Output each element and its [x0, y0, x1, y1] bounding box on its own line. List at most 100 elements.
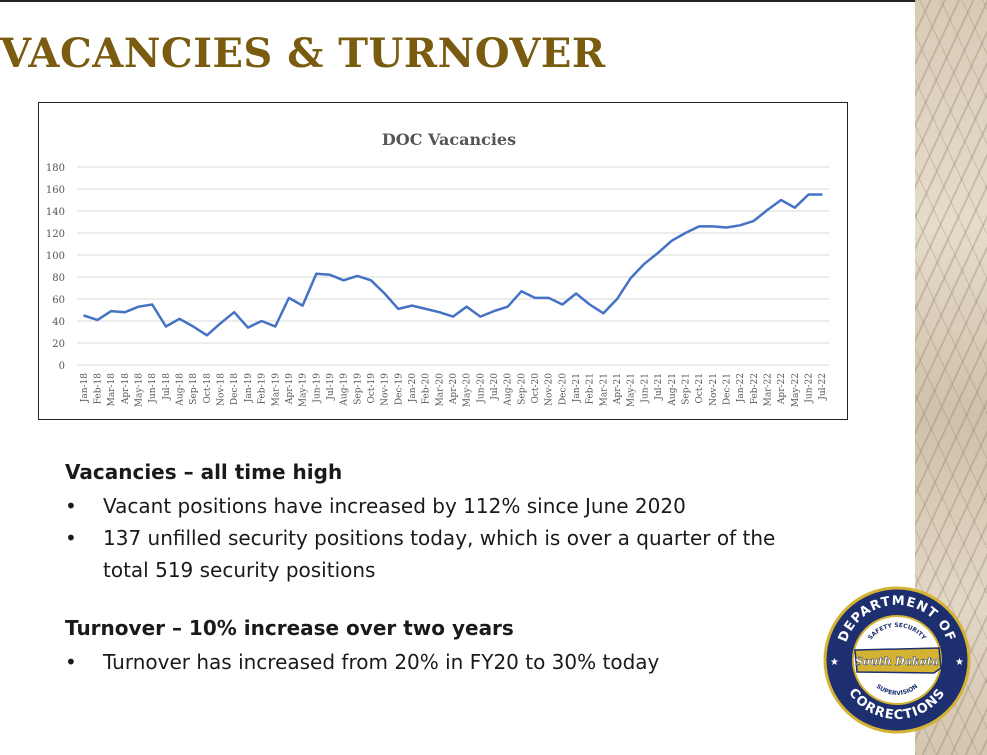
data-point: [110, 310, 112, 312]
turnover-heading: Turnover – 10% increase over two years: [65, 616, 514, 640]
series-line-layer: [83, 193, 823, 337]
x-tick-label: Apr-21: [613, 373, 623, 405]
vacancies-series-line: [83, 193, 823, 337]
turnover-bullets: Turnover has increased from 20% in FY20 …: [65, 646, 825, 678]
seal-state-script: South Dakota: [855, 655, 939, 668]
x-tick-label: Jul-21: [654, 373, 664, 401]
data-point: [643, 263, 646, 265]
data-point: [411, 305, 413, 307]
x-tick-label: Jun-18: [148, 373, 158, 404]
x-tick-label: May-21: [627, 373, 637, 407]
chart-gridlines: [77, 166, 829, 366]
data-point: [630, 277, 632, 279]
x-tick-label: May-18: [135, 373, 145, 407]
x-tick-label: Jun-19: [312, 373, 322, 404]
data-point: [507, 306, 509, 308]
data-point: [739, 224, 741, 226]
x-tick-label: Jan-21: [572, 373, 582, 403]
data-point: [425, 308, 427, 310]
x-tick-label: Jan-18: [80, 373, 90, 404]
data-point: [356, 275, 358, 277]
y-tick-label: 100: [46, 251, 65, 262]
data-point: [274, 325, 276, 328]
y-tick-label: 140: [46, 207, 65, 218]
data-point: [206, 334, 208, 336]
data-point: [288, 297, 290, 299]
y-tick-label: 80: [52, 273, 65, 284]
data-point: [178, 318, 181, 320]
data-point: [302, 305, 304, 307]
x-tick-label: Dec-20: [558, 373, 568, 405]
x-tick-label: Jun-20: [476, 373, 486, 404]
x-tick-label: Oct-20: [531, 373, 541, 404]
x-tick-label: Apr-20: [449, 373, 459, 405]
data-point: [83, 314, 85, 317]
data-point: [780, 199, 782, 201]
x-tick-label: Nov-19: [381, 373, 391, 406]
data-point: [384, 292, 386, 295]
x-tick-label: Aug-18: [176, 373, 186, 407]
x-axis-ticks: Jan-18 Feb-18 Mar-18 Apr-18 May-18 Jun-18 Jul-…: [80, 373, 828, 407]
data-point: [766, 209, 769, 211]
data-point: [698, 225, 700, 227]
x-tick-label: May-19: [299, 373, 309, 407]
x-tick-label: Oct-21: [695, 373, 705, 404]
x-tick-label: Jul-18: [162, 373, 172, 401]
x-tick-label: Jul-20: [490, 373, 500, 401]
slide-title: VACANCIES & TURNOVER: [0, 30, 606, 77]
data-point: [753, 220, 755, 222]
data-point: [219, 322, 222, 324]
x-tick-label: Aug-20: [504, 373, 514, 407]
x-tick-label: Nov-21: [709, 373, 719, 406]
x-tick-label: Aug-19: [340, 373, 350, 407]
data-point: [561, 303, 563, 306]
x-tick-label: Jan-20: [408, 373, 418, 404]
seal-star-right-icon: ★: [955, 657, 964, 668]
data-point: [124, 311, 126, 313]
data-point: [329, 274, 331, 276]
doc-seal-logo: DEPARTMENT OF CORRECTIONS SAFETY SECURIT…: [823, 586, 971, 734]
turnover-bullet-1: Turnover has increased from 20% in FY20 …: [65, 646, 825, 678]
x-tick-label: Apr-18: [121, 373, 131, 405]
data-point: [370, 279, 372, 281]
data-point: [466, 306, 468, 308]
data-point: [657, 252, 659, 254]
slide-body: Vacancies – all time high Vacant positio…: [65, 460, 825, 678]
chart-title: DOC Vacancies: [382, 130, 516, 149]
data-point: [260, 320, 263, 322]
x-tick-label: Sep-18: [189, 373, 199, 405]
y-tick-label: 20: [52, 339, 65, 350]
x-tick-label: Jul-19: [326, 373, 336, 401]
x-tick-label: Nov-18: [217, 373, 227, 406]
data-point: [315, 273, 317, 275]
x-tick-label: Jul-22: [818, 373, 828, 401]
x-tick-label: Feb-20: [422, 373, 432, 405]
y-tick-label: 180: [46, 163, 65, 174]
data-point: [343, 279, 345, 281]
vacancies-bullet-1: Vacant positions have increased by 112% …: [65, 490, 825, 522]
vacancies-heading: Vacancies – all time high: [65, 460, 343, 484]
vacancies-chart: DOC Vacancies 0 20 40 60 80 100 120 140 160 180 J…: [38, 102, 848, 420]
data-point: [807, 193, 810, 196]
data-point: [548, 297, 550, 299]
x-tick-label: Feb-19: [258, 373, 268, 405]
y-axis-ticks: 0 20 40 60 80 100 120 140 160 180: [46, 163, 65, 372]
data-point: [684, 232, 687, 234]
y-tick-label: 0: [59, 361, 65, 372]
x-tick-label: Mar-18: [107, 373, 117, 407]
data-point: [616, 298, 618, 300]
data-point: [165, 325, 167, 328]
x-tick-label: Feb-21: [586, 373, 596, 404]
top-border-line: [0, 0, 915, 2]
vacancies-bullets: Vacant positions have increased by 112% …: [65, 490, 825, 586]
seal-star-left-icon: ★: [830, 657, 839, 668]
data-point: [96, 319, 99, 321]
data-point: [438, 311, 440, 313]
data-point: [397, 308, 399, 310]
y-tick-label: 60: [52, 295, 65, 306]
x-tick-label: Aug-21: [668, 373, 678, 407]
x-tick-label: May-20: [463, 373, 473, 407]
data-point: [192, 325, 194, 328]
data-point: [479, 316, 481, 318]
data-point: [137, 306, 140, 308]
